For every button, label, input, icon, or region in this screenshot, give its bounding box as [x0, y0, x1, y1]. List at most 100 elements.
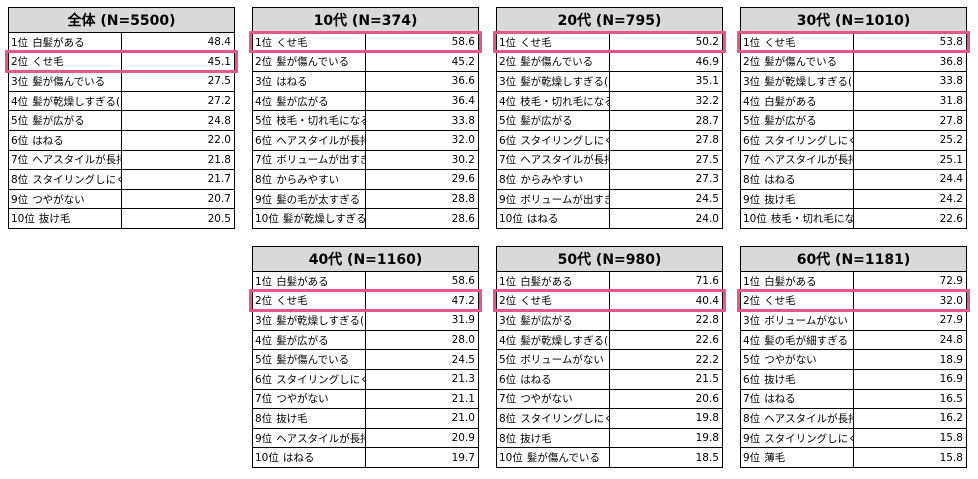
value-cell: 19.8 — [609, 408, 723, 429]
rank-label: 8位 — [11, 173, 29, 186]
value-cell: 24.4 — [853, 169, 967, 190]
rank-item-cell: 2位 くせ毛 — [8, 51, 122, 73]
rank-item-cell: 6位スタイリングしにくい — [252, 368, 366, 390]
rank-item-cell: 2位 髪が傷んでいる — [252, 51, 366, 73]
table-row: 4位 髪が広がる 36.4 — [252, 90, 479, 112]
value-cell: 50.2 — [609, 32, 723, 53]
value-cell: 18.9 — [853, 349, 967, 370]
value-cell: 16.9 — [853, 368, 967, 390]
item-label: ボリュームが出すぎる — [520, 193, 608, 206]
item-label: 抜け毛 — [764, 193, 796, 206]
item-label: 髪が傷んでいる — [276, 56, 350, 69]
table-row: 9位 髪の毛が太すぎる 28.8 — [252, 188, 479, 210]
rank-item-cell: 8位 はねる — [740, 169, 854, 190]
item-label: くせ毛 — [764, 295, 796, 308]
table-row: 6位 はねる 21.5 — [496, 368, 723, 390]
value-cell: 25.1 — [853, 149, 967, 171]
value-cell: 28.6 — [365, 208, 479, 229]
item-label: 髪が傷んでいる — [520, 56, 594, 69]
rank-item-cell: 6位 はねる — [496, 368, 610, 390]
rank-label: 3位 — [255, 75, 273, 88]
rank-item-cell: 9位スタイリングしにくい — [740, 427, 854, 449]
value-cell: 20.9 — [365, 427, 479, 449]
rank-label: 7位 — [743, 393, 761, 406]
item-label: つやがない — [276, 393, 329, 406]
rank-item-cell: 10位 髪が傷んでいる — [496, 447, 610, 468]
table-title: 10代 (N=374) — [252, 7, 479, 33]
rank-label: 4位 — [255, 334, 273, 347]
item-label: 枝毛・切れ毛になる — [276, 115, 366, 128]
rank-item-cell: 10位 はねる — [252, 447, 366, 468]
value-cell: 21.5 — [609, 368, 723, 390]
table-row: 6位 抜け毛 16.9 — [740, 368, 967, 390]
table-row: 4位 枝毛・切れ毛になる 32.2 — [496, 90, 723, 112]
rank-label: 9位 — [743, 193, 761, 206]
rank-item-cell: 1位 白髪がある — [8, 32, 122, 53]
rank-item-cell: 9位 抜け毛 — [740, 188, 854, 210]
table-row: 2位 くせ毛 47.2 — [252, 290, 479, 312]
rank-label: 4位 — [743, 95, 761, 108]
rank-item-cell: 1位 白髪がある — [252, 271, 366, 292]
rank-label: 1位 — [255, 36, 273, 49]
rank-label: 8位 — [499, 412, 517, 425]
rank-item-cell: 1位 くせ毛 — [496, 32, 610, 53]
value-cell: 28.8 — [365, 188, 479, 210]
rank-item-cell: 3位 髪が広がる — [496, 310, 610, 331]
table-row: 1位 白髪がある 71.6 — [496, 271, 723, 292]
value-cell: 27.3 — [609, 169, 723, 190]
value-cell: 22.8 — [609, 310, 723, 331]
item-label: ボリュームが出すぎる — [276, 154, 364, 167]
value-cell: 22.6 — [853, 208, 967, 229]
rank-label: 5位 — [255, 354, 273, 367]
table-row: 4位 髪が広がる 28.0 — [252, 329, 479, 351]
rank-item-cell: 1位 白髪がある — [740, 271, 854, 292]
value-cell: 22.6 — [609, 329, 723, 351]
value-cell: 19.7 — [365, 447, 479, 468]
value-cell: 71.6 — [609, 271, 723, 292]
rank-item-cell: 3位 髪が傷んでいる — [8, 71, 122, 92]
table-row: 10位 はねる 19.7 — [252, 447, 479, 468]
value-cell: 53.8 — [853, 32, 967, 53]
value-cell: 40.4 — [609, 290, 723, 312]
value-cell: 20.7 — [121, 188, 235, 210]
value-cell: 15.8 — [853, 447, 967, 468]
rank-item-cell: 8位スタイリングしにくい — [8, 169, 122, 190]
rank-label: 9位 — [743, 452, 761, 465]
value-cell: 25.2 — [853, 129, 967, 151]
item-label: 抜け毛 — [520, 432, 552, 445]
item-label: はねる — [764, 173, 796, 186]
rank-item-cell: 8位 抜け毛 — [496, 427, 610, 449]
item-label: 髪が傷んでいる — [32, 75, 106, 88]
rank-label: 2位 — [743, 295, 761, 308]
value-cell: 72.9 — [853, 271, 967, 292]
table-row: 4位 白髪がある 31.8 — [740, 90, 967, 112]
rank-label: 6位 — [743, 134, 761, 147]
rank-label: 10位 — [499, 213, 523, 226]
table-row: 1位 白髪がある 72.9 — [740, 271, 967, 292]
rank-item-cell: 5位 髪が傷んでいる — [252, 349, 366, 370]
rank-item-cell: 2位 くせ毛 — [740, 290, 854, 312]
ranking-table: 50代 (N=980) 1位 白髪がある 71.6 2位 くせ毛 40.4 3位 髪が広がる 22… — [496, 246, 723, 468]
item-label: スタイリングしにくい — [520, 134, 608, 147]
rank-label: 3位 — [11, 75, 29, 88]
item-label: くせ毛 — [32, 56, 64, 69]
table-row: 6位スタイリングしにくい27.8 — [496, 129, 723, 151]
item-label: スタイリングしにくい — [764, 432, 852, 445]
table-title: 30代 (N=1010) — [740, 7, 967, 33]
table-row: 1位 くせ毛 58.6 — [252, 32, 479, 53]
rank-item-cell: 9位 つやがない — [8, 188, 122, 210]
ranking-table: 20代 (N=795) 1位 くせ毛 50.2 2位 髪が傷んでいる 46.9 3位 髪が乾燥し… — [496, 7, 723, 229]
item-label: 髪が乾燥しすぎる(パサつく) — [764, 75, 853, 88]
rank-label: 5位 — [255, 115, 273, 128]
table-row: 9位 薄毛 15.8 — [740, 447, 967, 468]
item-label: 白髪がある — [276, 275, 329, 288]
table-title: 20代 (N=795) — [496, 7, 723, 33]
rank-label: 5位 — [743, 354, 761, 367]
item-label: つやがない — [764, 354, 817, 367]
rank-label: 4位 — [499, 95, 517, 108]
table-row: 3位 髪が傷んでいる 27.5 — [8, 71, 235, 92]
item-label: スタイリングしにくい — [32, 173, 120, 186]
rank-label: 4位 — [499, 334, 517, 347]
table-row: 1位 白髪がある 58.6 — [252, 271, 479, 292]
